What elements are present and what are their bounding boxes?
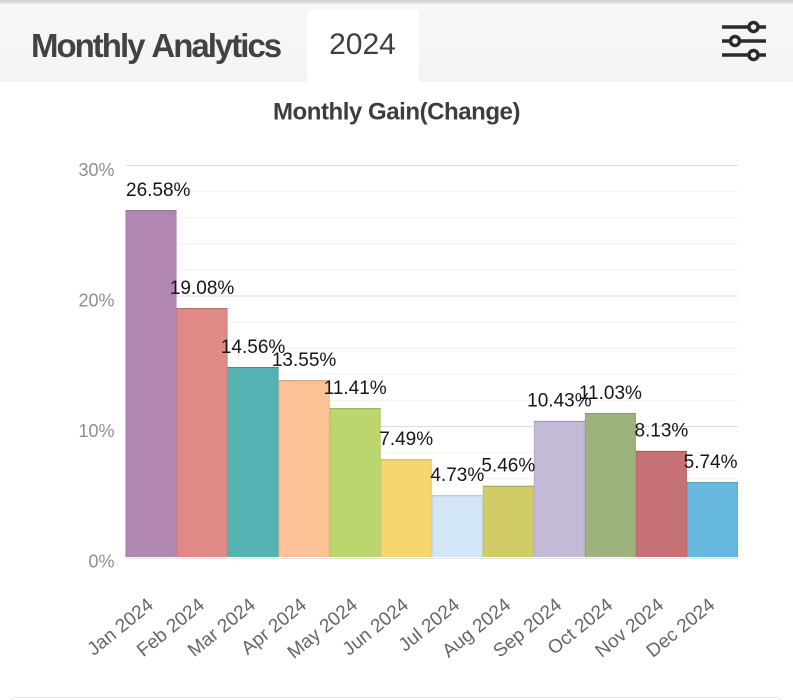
svg-text:11.03%: 11.03% (579, 383, 642, 404)
svg-text:10%: 10% (78, 421, 114, 441)
svg-text:20%: 20% (78, 291, 114, 311)
svg-text:4.73%: 4.73% (430, 465, 484, 486)
svg-text:30%: 30% (78, 160, 114, 180)
svg-text:19.08%: 19.08% (170, 278, 235, 299)
svg-text:7.49%: 7.49% (379, 429, 433, 450)
svg-text:5.46%: 5.46% (481, 456, 535, 477)
svg-text:11.41%: 11.41% (324, 378, 387, 399)
svg-text:14.56%: 14.56% (221, 337, 286, 358)
svg-text:5.74%: 5.74% (684, 452, 738, 473)
svg-text:8.13%: 8.13% (634, 421, 688, 442)
svg-text:0%: 0% (88, 552, 114, 572)
svg-text:26.58%: 26.58% (126, 180, 191, 201)
svg-text:10.43%: 10.43% (527, 391, 592, 412)
svg-text:Monthly Gain(Change): Monthly Gain(Change) (273, 99, 520, 126)
svg-text:13.55%: 13.55% (272, 350, 337, 371)
